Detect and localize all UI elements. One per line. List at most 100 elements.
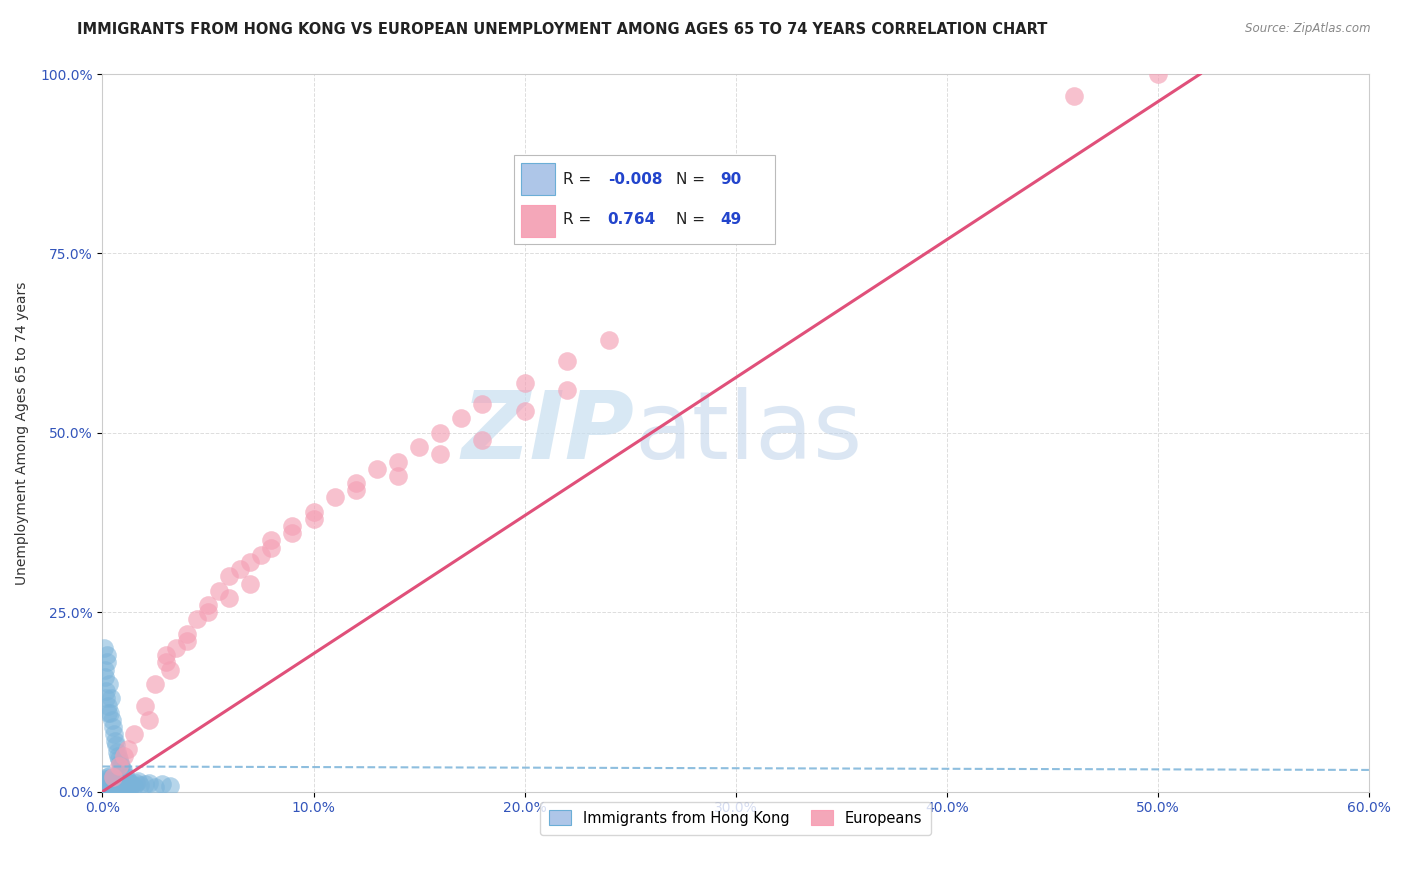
Point	[143, 780, 166, 794]
Point	[513, 404, 536, 418]
Point	[96, 656, 118, 670]
Point	[117, 777, 139, 791]
Point	[114, 775, 136, 789]
Point	[239, 555, 262, 569]
Point	[97, 777, 120, 791]
Point	[281, 519, 304, 533]
Point	[114, 770, 136, 784]
Point	[93, 641, 115, 656]
Point	[134, 777, 156, 791]
Text: -0.008: -0.008	[607, 172, 662, 186]
Point	[176, 626, 198, 640]
Point	[96, 782, 118, 797]
Point	[96, 770, 118, 784]
Point	[110, 773, 132, 788]
Point	[117, 741, 139, 756]
Point	[344, 476, 367, 491]
Point	[555, 354, 578, 368]
Point	[107, 748, 129, 763]
Point	[228, 562, 250, 576]
Point	[134, 698, 156, 713]
Point	[408, 440, 430, 454]
Text: N =: N =	[676, 172, 710, 186]
Point	[93, 779, 115, 793]
Y-axis label: Unemployment Among Ages 65 to 74 years: Unemployment Among Ages 65 to 74 years	[15, 281, 30, 584]
Text: ZIP: ZIP	[461, 387, 634, 479]
Point	[281, 526, 304, 541]
Point	[598, 333, 620, 347]
Point	[110, 759, 132, 773]
Point	[105, 778, 128, 792]
Text: 49: 49	[720, 212, 741, 227]
Point	[108, 773, 131, 788]
Point	[143, 677, 166, 691]
Point	[555, 383, 578, 397]
Point	[218, 591, 240, 605]
Point	[93, 780, 115, 795]
Point	[127, 773, 149, 788]
Point	[110, 780, 132, 794]
Point	[105, 745, 128, 759]
Text: Source: ZipAtlas.com: Source: ZipAtlas.com	[1246, 22, 1371, 36]
Point	[1147, 67, 1170, 81]
Text: R =: R =	[564, 212, 596, 227]
Point	[111, 781, 134, 796]
Point	[97, 769, 120, 783]
Point	[97, 780, 120, 795]
Point	[94, 691, 117, 706]
Point	[125, 776, 148, 790]
Point	[260, 533, 283, 548]
Point	[387, 468, 409, 483]
Point	[98, 771, 121, 785]
Point	[93, 670, 115, 684]
Point	[159, 663, 181, 677]
Point	[159, 779, 181, 793]
Point	[101, 780, 124, 795]
Point	[97, 698, 120, 713]
Point	[513, 376, 536, 390]
Point	[197, 598, 219, 612]
Text: IMMIGRANTS FROM HONG KONG VS EUROPEAN UNEMPLOYMENT AMONG AGES 65 TO 74 YEARS COR: IMMIGRANTS FROM HONG KONG VS EUROPEAN UN…	[77, 22, 1047, 37]
Text: atlas: atlas	[634, 387, 863, 479]
Point	[165, 641, 187, 656]
Point	[176, 634, 198, 648]
Point	[100, 777, 122, 791]
Point	[105, 738, 128, 752]
Point	[155, 656, 177, 670]
Point	[100, 774, 122, 789]
Point	[429, 447, 451, 461]
Point	[108, 759, 131, 773]
Point	[97, 706, 120, 720]
Text: N =: N =	[676, 212, 710, 227]
Point	[366, 461, 388, 475]
Point	[101, 720, 124, 734]
Point	[122, 779, 145, 793]
Point	[98, 781, 121, 796]
Point	[197, 605, 219, 619]
Point	[110, 777, 132, 791]
Point	[97, 775, 120, 789]
Point	[302, 505, 325, 519]
Point	[1063, 88, 1085, 103]
Point	[96, 772, 118, 786]
Point	[105, 781, 128, 796]
Point	[112, 748, 135, 763]
Point	[104, 781, 127, 796]
Point	[207, 583, 229, 598]
Point	[114, 778, 136, 792]
Point	[108, 777, 131, 791]
Point	[450, 411, 472, 425]
Point	[344, 483, 367, 498]
Point	[112, 776, 135, 790]
Point	[108, 783, 131, 797]
Point	[138, 713, 160, 727]
Point	[429, 425, 451, 440]
Text: 0.764: 0.764	[607, 212, 657, 227]
Point	[129, 778, 152, 792]
Point	[218, 569, 240, 583]
Point	[97, 677, 120, 691]
Point	[108, 782, 131, 797]
Point	[105, 780, 128, 795]
Point	[103, 780, 125, 795]
Point	[100, 691, 122, 706]
